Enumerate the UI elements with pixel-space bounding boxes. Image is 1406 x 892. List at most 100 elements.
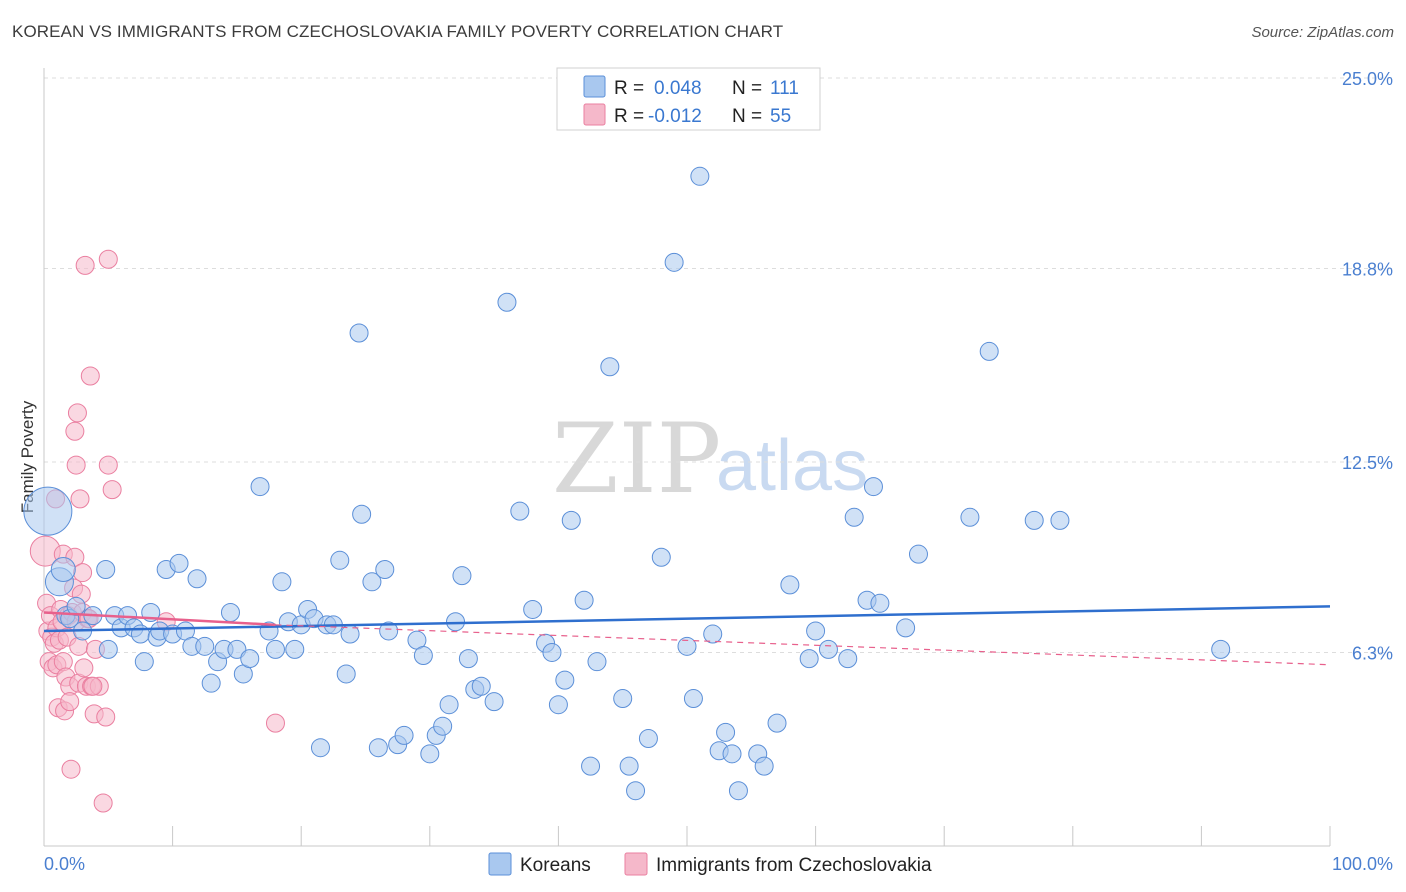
y-tick-label: 6.3% (1352, 643, 1393, 663)
czechoslovakia-point (75, 255, 95, 275)
bottom-legend-label-koreans: Koreans (520, 855, 591, 876)
korean-point (349, 323, 369, 343)
czechoslovakia-point (60, 692, 80, 712)
korean-point (600, 357, 620, 377)
czechoslovakia-point (98, 455, 118, 475)
korean-point (844, 507, 864, 527)
gridlines (44, 77, 1392, 653)
korean-point (227, 639, 247, 659)
axes (43, 68, 1331, 847)
korean-point (195, 636, 215, 656)
korean-point (98, 639, 118, 659)
x-tick-label-min: 0.0% (44, 854, 85, 874)
korean-point (1024, 510, 1044, 530)
series-czechoslovakia-points (29, 249, 285, 813)
korean-point (555, 670, 575, 690)
y-tick-labels: 6.3% 12.5% 18.8% 25.0% (1342, 69, 1393, 663)
korean-point (352, 504, 372, 524)
korean-point (201, 673, 221, 693)
legend-n-value-2: 55 (770, 106, 791, 127)
korean-point (722, 744, 742, 764)
czechoslovakia-point (67, 403, 87, 423)
trend-lines (43, 605, 1331, 666)
czechoslovakia-point (70, 489, 90, 509)
korean-point (896, 618, 916, 638)
x-tick-label-max: 100.0% (1332, 854, 1393, 874)
korean-point (690, 166, 710, 186)
korean-point (285, 639, 305, 659)
korean-point (50, 557, 76, 583)
korean-point (838, 649, 858, 669)
x-tick-labels: 0.0% 100.0% (44, 854, 1393, 874)
legend-n-label-2: N = (732, 106, 762, 127)
czechoslovakia-point (61, 759, 81, 779)
korean-point (677, 636, 697, 656)
chart-title: KOREAN VS IMMIGRANTS FROM CZECHOSLOVAKIA… (12, 22, 784, 41)
korean-trend-line (43, 605, 1331, 633)
korean-point (716, 722, 736, 742)
korean-point (542, 642, 562, 662)
korean-point (806, 621, 826, 641)
korean-point (561, 510, 581, 530)
korean-point (523, 599, 543, 619)
legend-n-label-1: N = (732, 78, 762, 99)
y-tick-label: 25.0% (1342, 69, 1393, 89)
korean-point (979, 341, 999, 361)
czechoslovakia-point (102, 480, 122, 500)
korean-point (458, 649, 478, 669)
y-tick-label: 12.5% (1342, 453, 1393, 473)
czechoslovakia-point (65, 421, 85, 441)
korean-point (497, 292, 517, 312)
korean-point (169, 553, 189, 573)
legend-swatch-czechoslovakia (583, 103, 606, 126)
legend-swatch-koreans (583, 75, 606, 98)
czechoslovakia-point (83, 676, 103, 696)
korean-point (619, 756, 639, 776)
korean-point (581, 756, 601, 776)
czechoslovakia-point (96, 707, 116, 727)
korean-point (471, 676, 491, 696)
korean-point (220, 603, 240, 623)
korean-point (613, 689, 633, 709)
korean-point (548, 695, 568, 715)
korean-point (368, 738, 388, 758)
korean-point (799, 649, 819, 669)
korean-point (484, 692, 504, 712)
korean-point (439, 695, 459, 715)
korean-point (728, 781, 748, 801)
bottom-legend-swatch-koreans (488, 852, 512, 876)
czechoslovakia-point (74, 658, 94, 678)
korean-point (240, 649, 260, 669)
korean-point (960, 507, 980, 527)
bottom-legend-swatch-czechoslovakia (624, 852, 648, 876)
korean-point (433, 716, 453, 736)
korean-point (638, 728, 658, 748)
korean-point (336, 664, 356, 684)
korean-point (683, 689, 703, 709)
czechoslovakia-point (265, 713, 285, 733)
czechoslovakia-point (98, 249, 118, 269)
korean-point (420, 744, 440, 764)
korean-point (310, 738, 330, 758)
korean-point (626, 781, 646, 801)
czechoslovakia-point (80, 366, 100, 386)
korean-point (130, 624, 150, 644)
stats-legend: R = 0.048 N = 111 R = -0.012 N = 55 (556, 67, 821, 131)
legend-r-label-2: R = (614, 106, 644, 127)
korean-point (187, 569, 207, 589)
korean-point (587, 652, 607, 672)
korean-point (134, 652, 154, 672)
korean-point (870, 593, 890, 613)
y-tick-label: 18.8% (1342, 259, 1393, 279)
czechoslovakia-point (93, 793, 113, 813)
series-koreans-points (23, 166, 1231, 801)
y-axis-label: Family Poverty (18, 400, 37, 513)
source-credit: Source: ZipAtlas.com (1251, 24, 1394, 41)
korean-point (510, 501, 530, 521)
legend-n-value-1: 111 (770, 78, 799, 99)
legend-r-value-2: -0.012 (648, 106, 702, 127)
korean-point (767, 713, 787, 733)
korean-point (863, 477, 883, 497)
korean-point (780, 575, 800, 595)
